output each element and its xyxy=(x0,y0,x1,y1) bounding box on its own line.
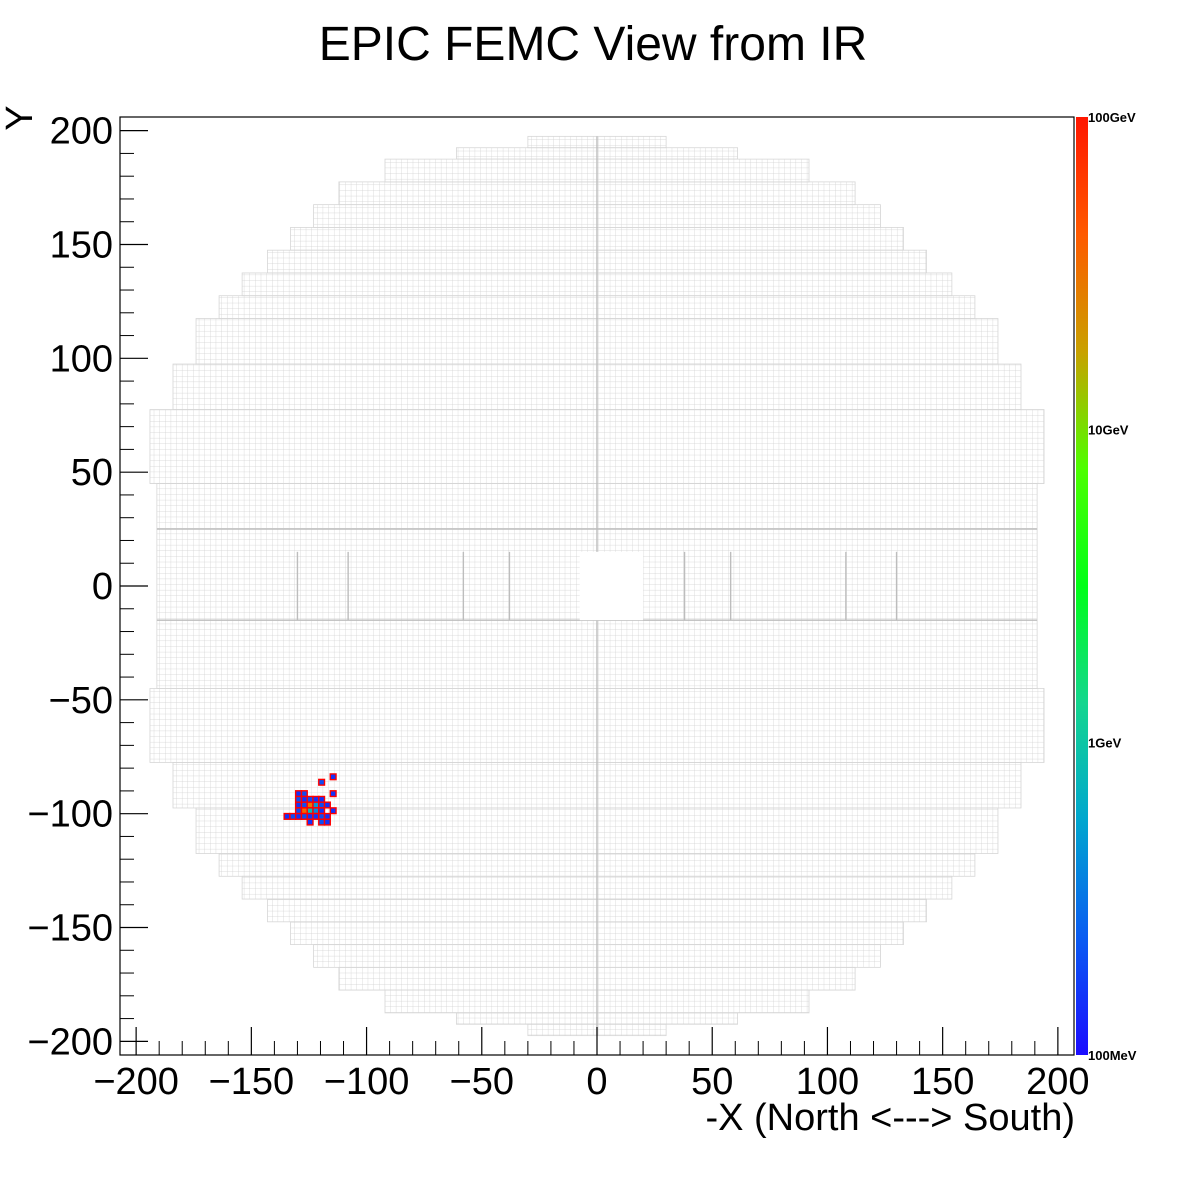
hit-cell-17 xyxy=(300,807,308,815)
y-tick-label: −100 xyxy=(27,794,113,836)
x-axis-label: -X (North <---> South) xyxy=(705,1097,1075,1139)
colorbar-label: 100MeV xyxy=(1088,1048,1137,1063)
colorbar xyxy=(1076,117,1088,1055)
hit-cell-5 xyxy=(295,795,303,803)
x-axis-ticks: −200 −150 −100 −50 0 50 100 150 200 xyxy=(93,1027,1090,1103)
hit-cell-15 xyxy=(323,801,331,809)
colorbar-label: 1GeV xyxy=(1088,735,1122,750)
hit-cell-18 xyxy=(306,807,314,815)
hit-cell-10 xyxy=(295,801,303,809)
hit-cell-8 xyxy=(312,795,320,803)
y-tick-label: 50 xyxy=(71,452,113,494)
hit-cell-21 xyxy=(329,807,337,815)
hit-cell-23 xyxy=(289,812,297,820)
hit-cell-2 xyxy=(329,790,337,798)
hit-cell-14 xyxy=(318,801,326,809)
hit-cell-30 xyxy=(306,818,314,826)
hit-cell-7 xyxy=(306,795,314,803)
hit-cell-28 xyxy=(318,812,326,820)
hit-cell-29 xyxy=(323,812,331,820)
y-tick-label: −50 xyxy=(49,680,113,722)
hit-cell-13 xyxy=(312,801,320,809)
y-tick-label: 0 xyxy=(92,566,113,608)
colorbar-labels: 100GeV 10GeV 1GeV 100MeV xyxy=(1088,110,1137,1063)
hit-cell-9 xyxy=(318,795,326,803)
hit-cell-4 xyxy=(300,790,308,798)
y-tick-label: 200 xyxy=(50,111,113,153)
hit-cell-32 xyxy=(323,818,331,826)
y-tick-label: 150 xyxy=(50,224,113,266)
colorbar-label: 100GeV xyxy=(1088,110,1136,125)
x-tick-label: −50 xyxy=(450,1061,514,1103)
hit-cell-0 xyxy=(329,773,337,781)
x-tick-label: 50 xyxy=(691,1061,733,1103)
x-tick-label: 0 xyxy=(586,1061,607,1103)
beam-pipe-hole xyxy=(579,551,644,621)
hit-cell-20 xyxy=(318,807,326,815)
y-tick-label: 100 xyxy=(50,338,113,380)
hit-cell-1 xyxy=(318,778,326,786)
x-tick-label: 100 xyxy=(796,1061,859,1103)
hit-cell-16 xyxy=(295,807,303,815)
hit-cell-25 xyxy=(300,812,308,820)
hit-cell-31 xyxy=(318,818,326,826)
y-axis-ticks: −200 −150 −100 −50 0 50 100 150 200 xyxy=(27,111,148,1063)
y-axis-label: Y xyxy=(0,105,41,130)
hit-cell-22 xyxy=(283,812,291,820)
hit-cell-6 xyxy=(300,795,308,803)
x-tick-label: 150 xyxy=(911,1061,974,1103)
x-tick-label: −150 xyxy=(209,1061,295,1103)
y-tick-label: −200 xyxy=(27,1021,113,1063)
y-tick-label: −150 xyxy=(27,908,113,950)
hit-cell-19 xyxy=(312,807,320,815)
hit-cell-12 xyxy=(306,801,314,809)
chart-title: EPIC FEMC View from IR xyxy=(319,18,868,71)
hit-cell-3 xyxy=(295,790,303,798)
hit-cell-24 xyxy=(295,812,303,820)
x-tick-label: −200 xyxy=(93,1061,179,1103)
hit-cell-11 xyxy=(300,801,308,809)
colorbar-label: 10GeV xyxy=(1088,423,1129,438)
x-tick-label: 200 xyxy=(1026,1061,1089,1103)
hit-cell-27 xyxy=(312,812,320,820)
energy-hits xyxy=(283,773,337,826)
x-tick-label: −100 xyxy=(324,1061,410,1103)
hit-cell-26 xyxy=(306,812,314,820)
